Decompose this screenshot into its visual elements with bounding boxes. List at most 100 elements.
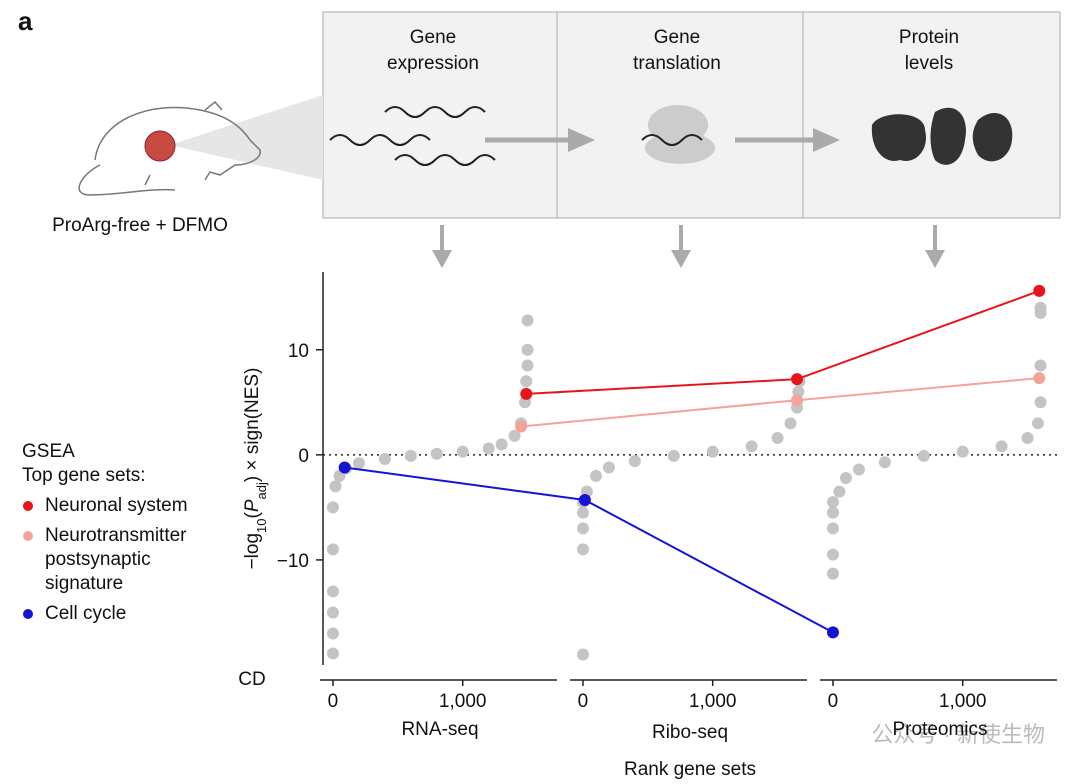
gene-set-point: [326, 606, 339, 619]
gene-set-point: [329, 480, 342, 493]
gene-set-point: [784, 417, 797, 430]
arrow-head: [813, 128, 840, 152]
series-point: [791, 394, 804, 407]
gene-set-point: [482, 442, 495, 455]
gene-set-point: [576, 522, 589, 535]
ribosome: [645, 132, 715, 164]
gene-set-point: [326, 627, 339, 640]
gene-set-point: [826, 567, 839, 580]
series-line: [526, 289, 1040, 395]
gene-set-point: [456, 445, 469, 458]
y-label-part: −log: [242, 533, 263, 569]
legend-title: Top gene sets:: [22, 465, 146, 486]
gene-set-point: [826, 506, 839, 519]
gene-set-point: [706, 445, 719, 458]
annotation: CD: [238, 669, 265, 690]
gene-set-point: [826, 496, 839, 509]
y-label-part: (: [242, 512, 263, 519]
legend-entry: Neurotransmitter postsynaptic signature: [22, 524, 222, 596]
gene-set-point: [576, 543, 589, 556]
gene-set-point: [917, 449, 930, 462]
mouse-ear: [204, 100, 223, 111]
y-label-part: adj: [254, 482, 269, 499]
gene-set-point: [521, 314, 534, 327]
caption: ProArg-free + DFMO: [52, 215, 228, 236]
legend-entry: Neuronal system: [22, 494, 222, 518]
gene-set-point: [852, 463, 865, 476]
x-tick-label: 0: [328, 691, 339, 712]
gene-set-point: [878, 456, 891, 469]
gene-set-point: [521, 359, 534, 372]
gene-set-point: [1034, 301, 1047, 314]
gene-set-point: [326, 543, 339, 556]
gene-set-point: [1034, 396, 1047, 409]
gene-set-point: [995, 440, 1008, 453]
stage-title: Protein: [899, 27, 959, 48]
panel-name: Proteomics: [892, 719, 987, 740]
x-tick-label: 1,000: [689, 691, 737, 712]
gene-set-point: [1034, 359, 1047, 372]
gene-set-point: [521, 343, 534, 356]
gene-set-point: [1031, 417, 1044, 430]
x-tick-label: 1,000: [939, 691, 987, 712]
gene-set-point: [826, 548, 839, 561]
legend-swatch: [23, 531, 33, 541]
gene-set-point: [352, 457, 365, 470]
protein: [871, 107, 1013, 165]
tumor: [144, 130, 176, 162]
legend-label: Cell cycle: [45, 603, 127, 624]
panel-name: RNA-seq: [401, 719, 478, 740]
gene-set-point: [520, 375, 533, 388]
y-tick-label: 0: [298, 446, 309, 467]
y-axis-label: −log10(Padj) × sign(NES): [242, 368, 269, 570]
y-label-part: ) × sign(NES): [242, 368, 263, 483]
gene-set-point: [326, 501, 339, 514]
y-label-part: 10: [254, 519, 269, 533]
gene-set-point: [833, 485, 846, 498]
series-point: [1033, 372, 1046, 385]
gene-set-point: [495, 438, 508, 451]
mouse: [78, 106, 261, 196]
x-tick-label: 0: [828, 691, 839, 712]
series-point: [578, 494, 591, 507]
y-label-part: P: [242, 499, 263, 512]
gene-set-point: [839, 471, 852, 484]
panel-name: Ribo-seq: [652, 722, 728, 743]
gene-set-point: [430, 447, 443, 460]
x-axis-label: Rank gene sets: [624, 759, 756, 780]
y-tick-label: 10: [288, 341, 309, 362]
down-arrows: [432, 225, 945, 268]
stage-title: levels: [905, 53, 954, 74]
y-tick-label: −10: [277, 551, 309, 572]
series-point: [338, 461, 351, 474]
panel-label: a: [18, 6, 33, 36]
mrna: [329, 106, 496, 166]
stage-title: Gene: [654, 27, 700, 48]
x-tick-label: 0: [578, 691, 589, 712]
legend: GSEA Top gene sets: Neuronal system Neurotr…: [22, 440, 222, 626]
stage-title: translation: [633, 53, 721, 74]
gene-set-point: [826, 522, 839, 535]
gene-set-point: [745, 440, 758, 453]
series-point: [826, 626, 839, 639]
x-tick-label: 1,000: [439, 691, 487, 712]
gene-set-point: [404, 449, 417, 462]
gene-set-point: [589, 469, 602, 482]
gene-set-point: [508, 429, 521, 442]
stage-title: expression: [387, 53, 479, 74]
gene-set-point: [667, 449, 680, 462]
series-point: [1033, 284, 1046, 297]
series-point: [515, 420, 528, 433]
gene-set-point: [378, 453, 391, 466]
legend-entry: Cell cycle: [22, 602, 222, 626]
gene-set-point: [628, 455, 641, 468]
legend-label: Neurotransmitter postsynaptic signature: [45, 525, 187, 594]
mrna: [641, 134, 703, 146]
gene-set-point: [602, 461, 615, 474]
series-point: [520, 387, 533, 400]
gene-set-point: [1021, 432, 1034, 445]
series-point: [791, 373, 804, 386]
gene-set-point: [576, 648, 589, 661]
